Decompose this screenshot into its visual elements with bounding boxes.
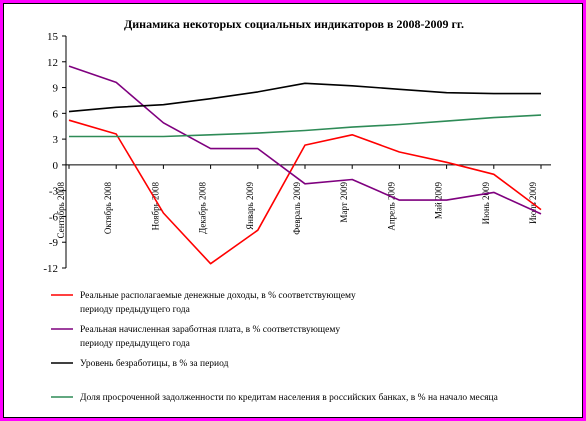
y-tick-label: 15 — [47, 31, 59, 43]
series-line-4 — [69, 114, 542, 138]
x-category-label: Октябрь 2008 — [103, 182, 113, 235]
y-tick-label: -9 — [49, 237, 59, 249]
y-tick-label: -3 — [49, 186, 59, 198]
x-category-label: Декабрь 2008 — [198, 182, 208, 234]
x-category-label: Март 2009 — [339, 182, 349, 223]
chart-frame: Динамика некоторых социальных индикаторо… — [3, 3, 583, 418]
y-tick-label: 0 — [53, 160, 59, 172]
x-category-label: Апрель 2009 — [386, 182, 396, 231]
chart-svg: Динамика некоторых социальных индикаторо… — [43, 17, 551, 403]
legend-label-2: периоду предыдущего года — [80, 339, 191, 349]
x-category-label: Февраль 2009 — [292, 182, 302, 235]
legend-label-1: периоду предыдущего года — [80, 305, 191, 315]
x-category-label: Июнь 2009 — [481, 182, 491, 225]
chart-title: Динамика некоторых социальных индикаторо… — [124, 17, 464, 31]
y-tick-label: -6 — [49, 211, 59, 223]
x-category-label: Январь 2009 — [245, 182, 255, 230]
chart-series-group — [68, 65, 542, 265]
x-category-label: Сентябрь 2008 — [56, 182, 66, 239]
chart-axes: 15 12 9 6 3 0 -3 -6 -9 -12 Сентябрь 2008 Октябрь 20… — [43, 31, 551, 275]
y-tick-label: -12 — [43, 263, 58, 275]
y-tick-label: 6 — [53, 108, 59, 120]
y-tick-label: 12 — [47, 57, 58, 69]
y-tick-label: 3 — [53, 134, 59, 146]
series-line-2 — [68, 65, 542, 215]
legend-label-1: Реальные располагаемые денежные доходы, … — [80, 291, 356, 301]
chart-legend: Реальные располагаемые денежные доходы, … — [51, 291, 499, 403]
legend-label-4: Доля просроченной задолженности по креди… — [80, 392, 499, 403]
legend-label-2: Реальная начисленная заработная плата, в… — [80, 324, 340, 335]
y-tick-label: 9 — [53, 83, 59, 95]
x-category-label: Ноябрь 2008 — [150, 182, 160, 231]
series-line-3 — [68, 82, 541, 113]
series-line-1 — [68, 119, 542, 265]
legend-label-3: Уровень безработицы, в % за период — [80, 358, 229, 369]
